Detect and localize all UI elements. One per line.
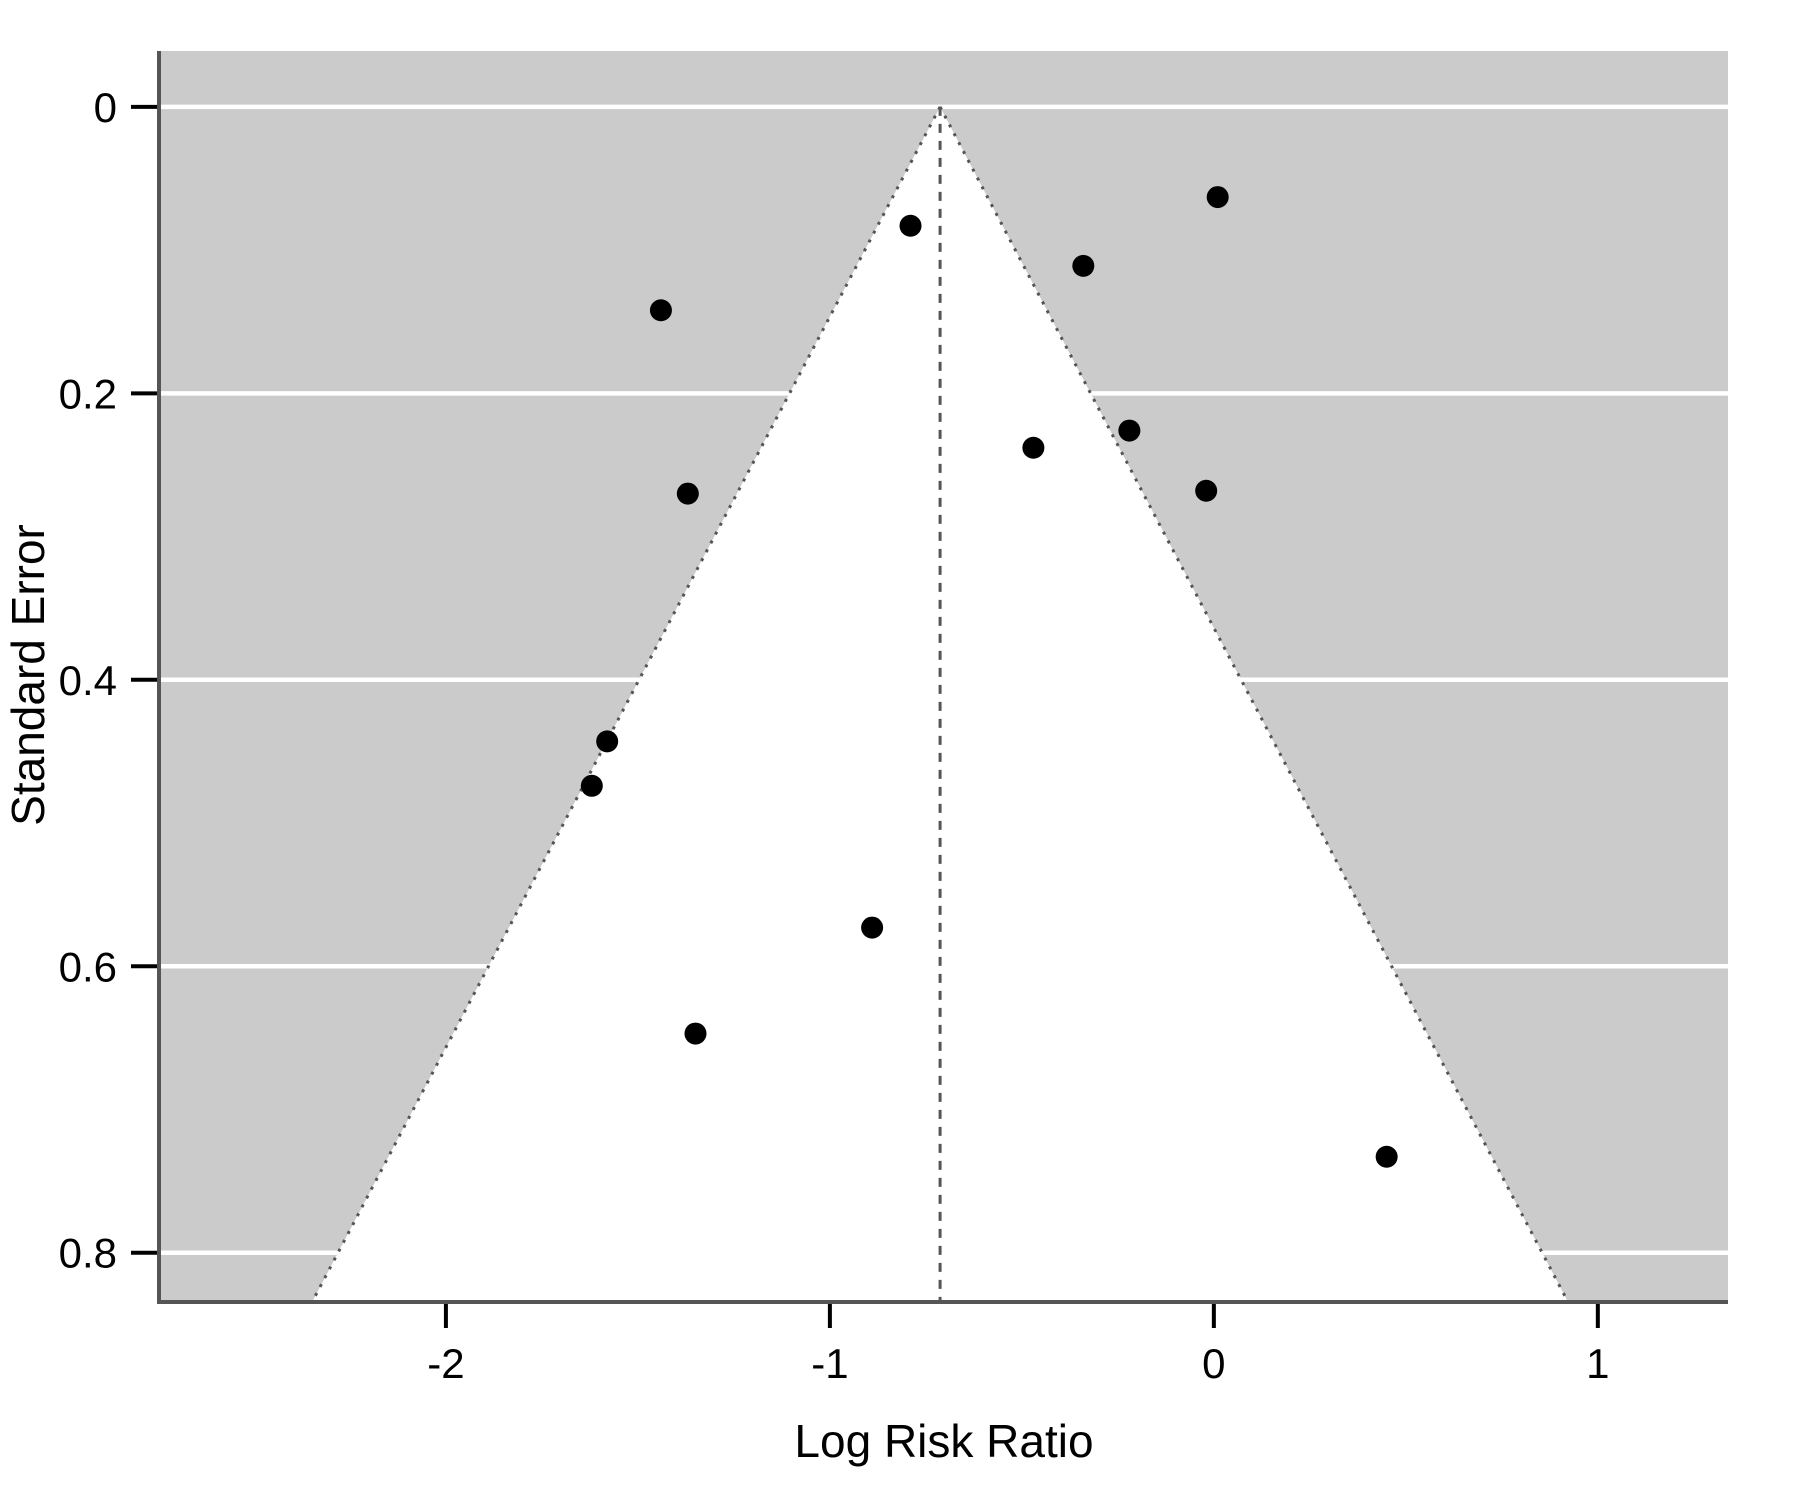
data-point	[649, 299, 672, 322]
data-point	[676, 482, 699, 505]
data-point	[1022, 436, 1045, 459]
data-point	[684, 1022, 707, 1045]
data-point	[1072, 254, 1095, 277]
y-tick-label: 0.8	[59, 1230, 117, 1277]
data-points-group	[580, 186, 1398, 1168]
data-point	[596, 730, 619, 753]
y-tick-label: 0.2	[59, 370, 117, 417]
x-tick-label: 0	[1202, 1340, 1225, 1387]
axes-group: 0 0.2 0.4 0.6 0.8 -2 -1 0 1	[59, 51, 1728, 1387]
data-point	[861, 916, 884, 939]
y-tick-label: 0	[94, 84, 117, 131]
data-point	[580, 774, 603, 797]
funnel-region-group	[311, 106, 1569, 1301]
y-tick-label: 0.4	[59, 657, 117, 704]
x-tick-label: -2	[427, 1340, 464, 1387]
data-point	[1206, 186, 1229, 209]
x-axis-title: Log Risk Ratio	[794, 1415, 1093, 1467]
y-axis-title: Standard Error	[2, 524, 54, 826]
data-point	[1118, 419, 1141, 442]
x-tick-label: 1	[1586, 1340, 1609, 1387]
x-tick-label: -1	[811, 1340, 848, 1387]
data-point	[1195, 479, 1218, 502]
y-tick-label: 0.6	[59, 943, 117, 990]
data-point	[899, 214, 922, 237]
data-point	[1375, 1145, 1398, 1168]
